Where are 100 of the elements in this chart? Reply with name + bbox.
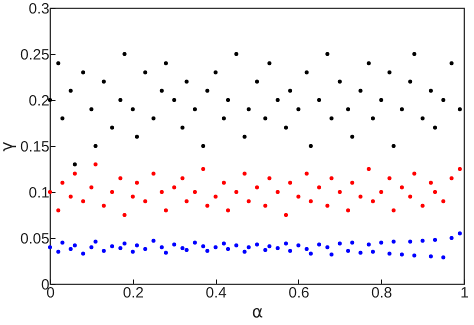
point bbox=[94, 240, 98, 244]
point bbox=[412, 253, 416, 258]
point bbox=[56, 208, 60, 212]
point bbox=[234, 243, 238, 248]
point bbox=[366, 61, 371, 66]
point bbox=[134, 243, 139, 248]
point bbox=[164, 208, 168, 212]
point bbox=[358, 250, 362, 255]
point bbox=[81, 252, 86, 256]
point bbox=[284, 213, 288, 217]
point bbox=[201, 144, 206, 148]
point bbox=[420, 116, 425, 120]
point bbox=[152, 116, 156, 120]
point bbox=[110, 190, 114, 194]
point bbox=[346, 208, 350, 212]
point bbox=[450, 236, 454, 240]
point bbox=[160, 245, 164, 250]
point bbox=[122, 242, 127, 246]
point bbox=[350, 180, 354, 185]
point bbox=[428, 180, 433, 185]
point bbox=[180, 126, 184, 130]
y-tick-label: 0.15 bbox=[20, 138, 50, 156]
point bbox=[214, 70, 218, 74]
point bbox=[420, 204, 425, 208]
point bbox=[118, 98, 122, 102]
point bbox=[234, 52, 238, 56]
point bbox=[118, 246, 122, 250]
point bbox=[255, 185, 259, 190]
point bbox=[358, 88, 362, 93]
point bbox=[164, 61, 168, 66]
point bbox=[433, 238, 438, 242]
point bbox=[89, 245, 94, 250]
point bbox=[72, 243, 77, 248]
y-tick-label: 0.3 bbox=[28, 0, 50, 18]
point bbox=[458, 107, 462, 112]
point bbox=[338, 190, 342, 194]
point bbox=[276, 98, 280, 102]
point bbox=[242, 134, 247, 139]
point bbox=[296, 107, 300, 112]
point bbox=[450, 61, 454, 66]
point bbox=[412, 52, 416, 56]
point bbox=[122, 52, 127, 56]
point bbox=[205, 204, 210, 208]
point bbox=[89, 107, 94, 112]
point bbox=[330, 176, 334, 180]
point bbox=[118, 176, 122, 180]
point bbox=[400, 185, 404, 190]
point bbox=[242, 172, 247, 176]
point bbox=[68, 194, 73, 199]
point bbox=[370, 199, 375, 204]
point bbox=[296, 194, 300, 199]
point bbox=[325, 52, 330, 56]
point bbox=[130, 107, 135, 112]
point bbox=[143, 70, 148, 74]
point bbox=[325, 204, 330, 208]
point bbox=[428, 88, 433, 93]
point bbox=[222, 180, 226, 185]
point bbox=[246, 245, 251, 250]
point bbox=[180, 246, 184, 250]
point bbox=[192, 107, 197, 112]
point bbox=[160, 190, 164, 194]
point bbox=[392, 144, 396, 148]
point bbox=[296, 243, 300, 248]
point bbox=[72, 162, 77, 166]
point bbox=[304, 70, 309, 74]
point bbox=[172, 242, 176, 246]
point bbox=[267, 61, 272, 66]
x-tick-label: 0.8 bbox=[371, 284, 392, 302]
point bbox=[94, 144, 98, 148]
point bbox=[441, 199, 446, 204]
point bbox=[379, 98, 384, 102]
point bbox=[392, 208, 396, 212]
point bbox=[412, 172, 416, 176]
point bbox=[308, 199, 313, 204]
point bbox=[60, 116, 64, 120]
point bbox=[370, 250, 375, 254]
point bbox=[379, 240, 384, 245]
point bbox=[160, 88, 164, 93]
point bbox=[288, 88, 292, 93]
point bbox=[102, 80, 106, 84]
point bbox=[284, 242, 288, 246]
point bbox=[420, 238, 425, 243]
point bbox=[400, 107, 404, 112]
point bbox=[255, 242, 259, 246]
point bbox=[192, 240, 197, 245]
point bbox=[72, 172, 77, 176]
point bbox=[428, 254, 433, 258]
point bbox=[441, 98, 446, 102]
point bbox=[338, 80, 342, 84]
point bbox=[392, 240, 396, 244]
point bbox=[180, 176, 184, 180]
x-axis-title: α bbox=[252, 302, 264, 322]
point bbox=[408, 80, 412, 84]
point bbox=[263, 248, 268, 252]
point bbox=[110, 244, 114, 248]
point bbox=[350, 240, 354, 245]
point bbox=[276, 190, 280, 194]
point bbox=[350, 134, 354, 139]
point bbox=[458, 231, 462, 236]
y-tick-label: 0.1 bbox=[28, 184, 50, 202]
